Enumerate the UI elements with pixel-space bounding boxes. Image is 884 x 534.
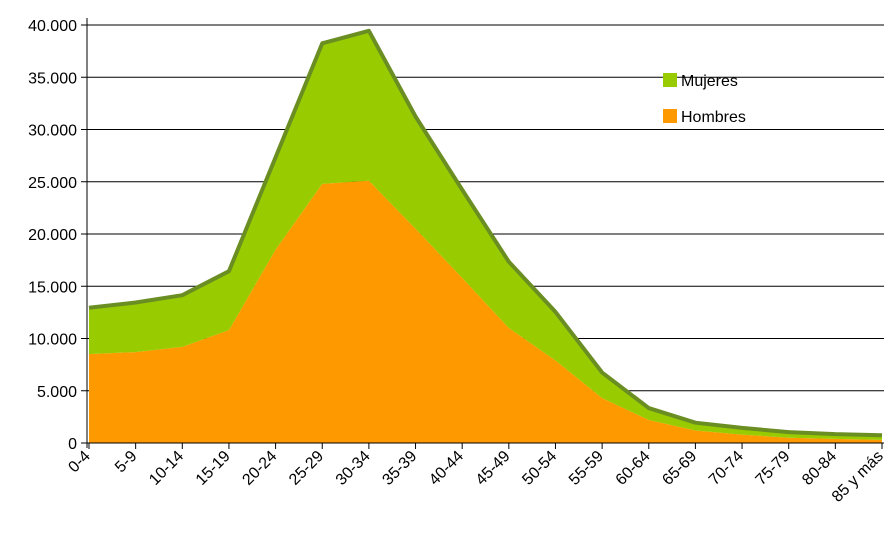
y-tick-label-8: 40.000 [28,18,77,35]
y-tick-label-6: 30.000 [28,123,77,140]
x-tick-label-9: 45-49 [473,448,514,489]
axes [81,18,884,448]
y-tick-label-7: 35.000 [28,70,77,87]
y-tick-label-4: 20.000 [28,227,77,244]
legend-swatch-mujeres [663,73,677,87]
plot-areas [88,28,883,443]
y-axis-tick-labels: 0 5.000 10.000 15.000 20.000 25.000 30.000 35.0… [28,18,87,453]
x-tick-label-6: 30-34 [333,448,374,489]
area-top-edge [88,28,883,438]
legend-label-mujeres: Mujeres [681,73,738,90]
y-tick-label-0: 0 [68,436,77,453]
y-tick-label-2: 10.000 [28,332,77,349]
x-axis-tick-labels: 0-4 5-9 10-14 15-19 20-24 25-29 30-34 35-39 40-4… [65,443,884,506]
x-tick-label-13: 65-69 [659,448,700,489]
legend: Mujeres Hombres [663,73,746,126]
x-tick-label-17: 85 y más [829,448,884,506]
x-tick-label-15: 75-79 [753,448,794,489]
series-area-hombres [89,180,882,443]
legend-swatch-hombres [663,109,677,123]
x-tick-label-10: 50-54 [519,448,560,489]
x-tick-label-7: 35-39 [379,448,420,489]
x-tick-label-1: 5-9 [112,448,140,476]
x-tick-label-4: 20-24 [239,448,280,489]
x-tick-label-12: 60-64 [613,448,654,489]
y-tick-label-3: 15.000 [28,279,77,296]
x-tick-label-8: 40-44 [426,448,467,489]
x-tick-label-2: 10-14 [146,448,187,489]
series-area-mujeres [89,32,882,440]
x-tick-label-14: 70-74 [706,448,747,489]
y-tick-label-1: 5.000 [37,384,77,401]
x-tick-label-16: 80-84 [799,448,840,489]
y-tick-label-5: 25.000 [28,175,77,192]
x-tick-label-3: 15-19 [193,448,234,489]
x-tick-label-5: 25-29 [286,448,327,489]
x-tick-label-11: 55-59 [566,448,607,489]
legend-label-hombres: Hombres [681,109,746,126]
